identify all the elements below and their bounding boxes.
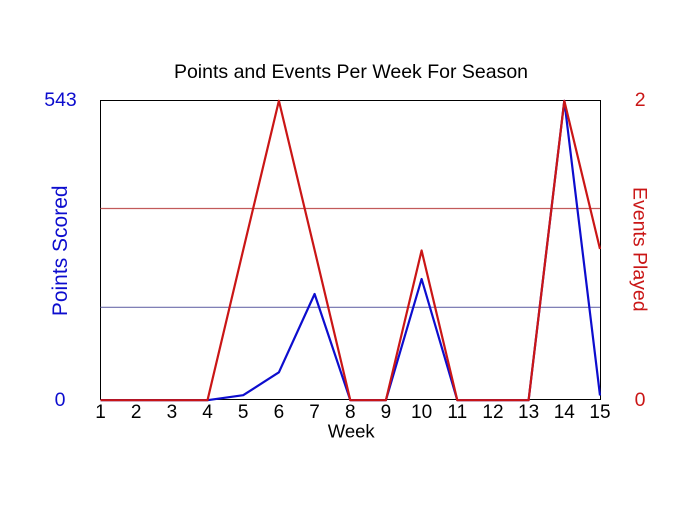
svg-text:13: 13 bbox=[518, 402, 539, 423]
svg-text:3: 3 bbox=[167, 402, 178, 423]
svg-text:2: 2 bbox=[635, 89, 646, 111]
svg-text:Events Played: Events Played bbox=[629, 187, 651, 312]
svg-text:5: 5 bbox=[238, 402, 249, 423]
svg-text:0: 0 bbox=[635, 389, 646, 411]
svg-text:0: 0 bbox=[55, 389, 66, 411]
svg-text:8: 8 bbox=[345, 402, 356, 423]
svg-text:Week: Week bbox=[328, 421, 376, 442]
svg-text:11: 11 bbox=[447, 402, 467, 423]
svg-text:15: 15 bbox=[589, 402, 610, 423]
svg-text:6: 6 bbox=[274, 402, 285, 423]
svg-text:10: 10 bbox=[411, 402, 432, 423]
svg-text:9: 9 bbox=[381, 402, 392, 423]
svg-text:14: 14 bbox=[554, 402, 576, 423]
svg-text:4: 4 bbox=[202, 402, 213, 423]
svg-text:12: 12 bbox=[482, 402, 503, 423]
svg-text:Points and Events Per Week For: Points and Events Per Week For Season bbox=[174, 61, 528, 83]
svg-text:2: 2 bbox=[131, 402, 142, 423]
svg-text:Points Scored: Points Scored bbox=[49, 185, 72, 316]
svg-text:1: 1 bbox=[95, 402, 106, 423]
svg-text:7: 7 bbox=[309, 402, 320, 423]
svg-text:543: 543 bbox=[44, 89, 77, 111]
